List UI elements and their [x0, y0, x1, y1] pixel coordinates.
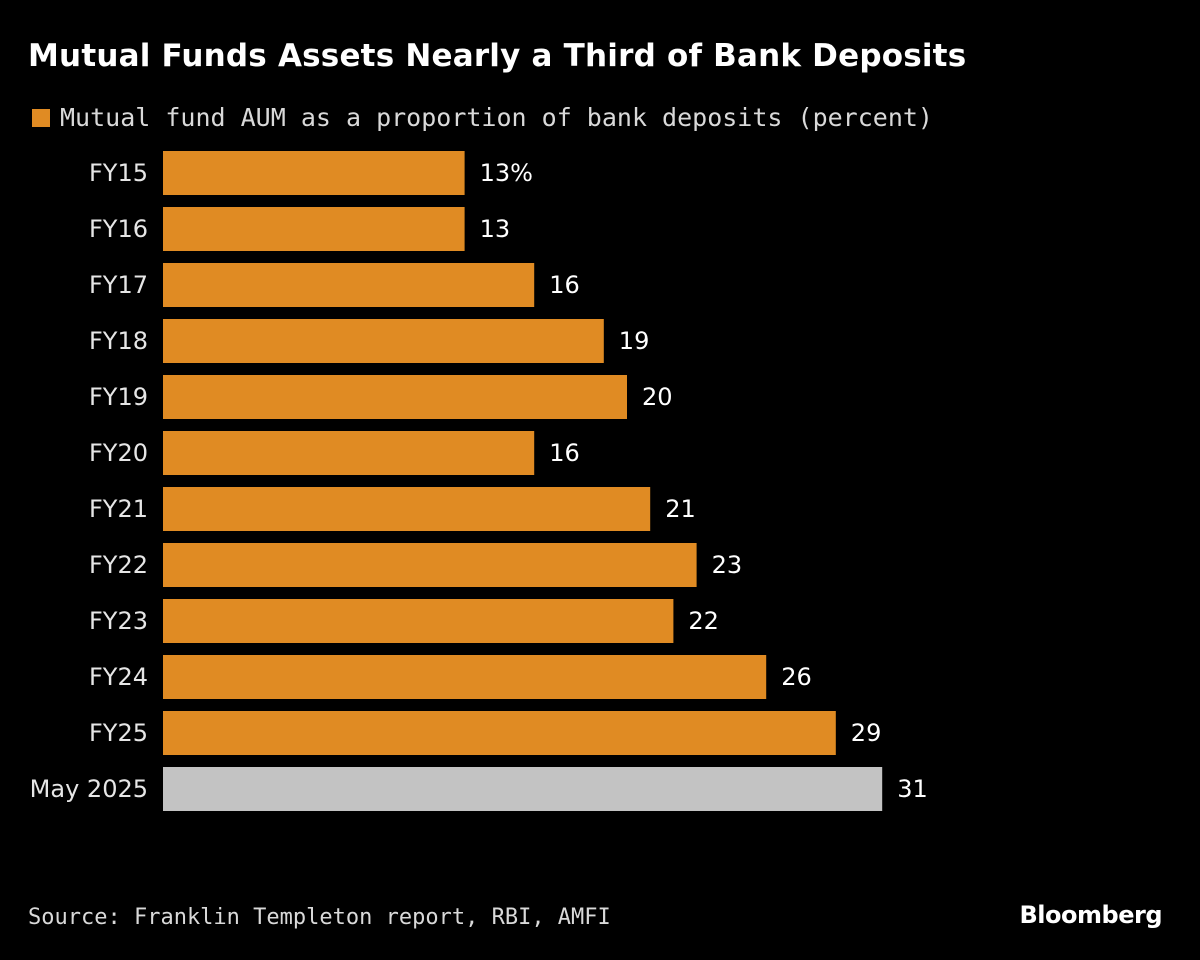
category-label: FY25	[89, 719, 148, 747]
data-label: 13	[480, 215, 511, 243]
bar	[163, 599, 674, 643]
category-label: FY23	[89, 607, 148, 635]
bar	[163, 431, 535, 475]
bar	[163, 319, 604, 363]
data-label: 16	[549, 439, 580, 467]
bar	[163, 543, 697, 587]
source-note: Source: Franklin Templeton report, RBI, …	[28, 905, 611, 930]
data-label: 20	[642, 383, 673, 411]
bar	[163, 207, 465, 251]
bar	[163, 655, 767, 699]
category-label: FY24	[89, 663, 148, 691]
bar	[163, 263, 535, 307]
data-label: 26	[781, 663, 812, 691]
chart-title: Mutual Funds Assets Nearly a Third of Ba…	[28, 38, 967, 74]
chart-legend: Mutual fund AUM as a proportion of bank …	[32, 103, 933, 132]
bar-chart: FY15 13% FY16 13 FY17 16 FY18 19 FY19 20 FY20 16 FY2…	[30, 151, 928, 811]
data-label: 16	[549, 271, 580, 299]
bar	[163, 711, 836, 755]
category-label: FY22	[89, 551, 148, 579]
data-label: 29	[851, 719, 882, 747]
category-label: FY17	[89, 271, 148, 299]
bar	[163, 487, 651, 531]
data-label: 31	[897, 775, 928, 803]
data-label: 22	[688, 607, 719, 635]
bar	[163, 151, 465, 195]
category-label: FY15	[89, 159, 148, 187]
legend-swatch	[32, 108, 50, 127]
category-label: FY21	[89, 495, 148, 523]
data-label: 21	[665, 495, 696, 523]
data-label: 19	[619, 327, 650, 355]
category-label: FY19	[89, 383, 148, 411]
category-label: FY20	[89, 439, 148, 467]
bar	[163, 375, 627, 419]
bloomberg-logo: Bloomberg	[1019, 901, 1163, 929]
data-label: 13%	[480, 159, 533, 187]
category-label: FY16	[89, 215, 148, 243]
bar	[163, 767, 883, 811]
category-label: FY18	[89, 327, 148, 355]
legend-label: Mutual fund AUM as a proportion of bank …	[60, 103, 933, 132]
data-label: 23	[712, 551, 743, 579]
category-label: May 2025	[30, 775, 148, 803]
